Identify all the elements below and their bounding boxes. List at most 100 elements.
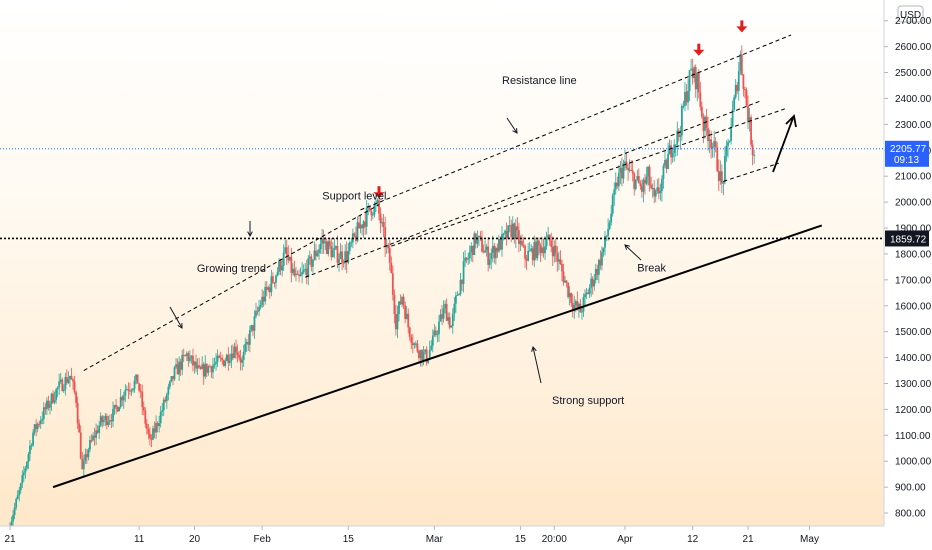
candle-body <box>196 365 199 369</box>
top-arrow-feb[interactable] <box>373 186 385 199</box>
candle-body <box>250 325 253 330</box>
support-level-pointer[interactable] <box>247 221 253 238</box>
candle-body <box>322 238 325 244</box>
candle <box>161 403 164 417</box>
candle <box>44 403 47 415</box>
candle <box>344 244 347 270</box>
candle <box>551 236 554 267</box>
annotation-label[interactable]: Growing trend <box>197 263 266 275</box>
candle-body <box>268 287 271 293</box>
price-tick-label: 1800.00 <box>895 249 932 260</box>
candle-body <box>604 236 606 248</box>
candle <box>85 448 88 464</box>
candle-body <box>348 242 351 251</box>
lower-support-line[interactable] <box>723 162 779 182</box>
strong-support-pointer[interactable] <box>531 345 542 384</box>
candle-body <box>404 305 407 319</box>
candle <box>308 250 311 265</box>
candle-body <box>574 301 577 306</box>
candle <box>247 334 250 351</box>
candle <box>451 308 454 334</box>
growing-trend-pointer[interactable] <box>169 306 183 329</box>
candle <box>61 377 64 392</box>
candle <box>487 237 490 272</box>
candle-body <box>36 423 39 429</box>
candle <box>205 363 208 377</box>
price-tick-label: 2600.00 <box>895 42 932 53</box>
annotation-label[interactable]: Strong support <box>552 395 624 407</box>
candle-body <box>539 245 542 254</box>
upper-channel-line[interactable] <box>83 204 380 371</box>
candle-body <box>173 367 176 380</box>
candle-body <box>616 182 619 187</box>
annotation-label[interactable]: Support level <box>322 191 386 203</box>
time-axis-panel[interactable] <box>0 526 884 550</box>
candle <box>328 238 331 249</box>
candle <box>84 448 87 465</box>
candle-body <box>699 92 702 107</box>
candle-body <box>608 222 611 230</box>
top-arrow-apr-1[interactable] <box>693 43 705 56</box>
candle <box>350 237 353 248</box>
candle <box>464 250 466 268</box>
candle <box>707 116 709 151</box>
top-arrow-apr-2[interactable] <box>736 20 748 33</box>
middle-channel-line[interactable] <box>391 108 786 247</box>
lower-channel-line[interactable] <box>305 100 761 278</box>
candle <box>596 264 599 280</box>
candle <box>507 225 510 240</box>
price-axis-panel[interactable] <box>884 0 932 550</box>
candle-body <box>438 321 440 335</box>
candle <box>310 253 313 272</box>
candle-body <box>656 187 659 191</box>
candle-body <box>491 245 494 253</box>
candle-body <box>628 169 631 171</box>
candle-body <box>356 222 359 241</box>
candle <box>740 45 743 76</box>
candle-body <box>450 326 453 328</box>
candle <box>731 100 734 128</box>
candle-body <box>155 423 157 433</box>
resistance-line[interactable] <box>360 34 792 211</box>
candle-body <box>69 375 71 380</box>
candle <box>122 391 125 409</box>
candle-body <box>680 105 683 136</box>
candle <box>58 373 61 395</box>
candle <box>570 292 573 307</box>
resistance-pointer[interactable] <box>506 117 518 134</box>
candle <box>501 226 503 257</box>
candle-body <box>112 408 114 422</box>
candle-body <box>355 235 357 241</box>
candle <box>665 158 668 174</box>
candle <box>158 415 161 433</box>
candle <box>359 215 362 234</box>
candle <box>208 364 211 368</box>
projection-arrow[interactable] <box>772 114 797 173</box>
break-pointer[interactable] <box>624 244 642 261</box>
candle <box>627 163 629 181</box>
candle <box>687 78 689 111</box>
candle <box>272 272 274 284</box>
annotation-label[interactable]: Break <box>637 263 666 275</box>
strong-support-line[interactable] <box>52 224 823 489</box>
candle-body <box>664 159 666 166</box>
candle <box>694 64 697 98</box>
candle-body <box>490 252 493 260</box>
candle <box>21 470 24 489</box>
candle-body <box>647 166 649 177</box>
candle <box>439 309 442 322</box>
candle-body <box>684 91 686 106</box>
candle <box>36 422 39 433</box>
candle <box>679 126 682 150</box>
candle <box>438 315 440 342</box>
candle-body <box>399 301 402 305</box>
currency-badge[interactable]: USD <box>897 5 924 23</box>
candle-body <box>464 257 466 262</box>
candle <box>493 242 496 264</box>
candle-body <box>553 245 556 257</box>
candle-body <box>228 360 231 363</box>
annotation-label[interactable]: Resistance line <box>502 75 577 87</box>
candle <box>221 354 224 365</box>
candle-body <box>285 247 288 256</box>
